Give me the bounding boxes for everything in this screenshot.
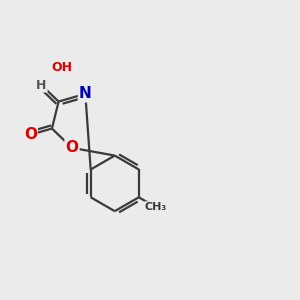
Text: O: O — [24, 127, 37, 142]
Text: H: H — [36, 79, 46, 92]
Text: N: N — [79, 86, 92, 101]
Text: OH: OH — [51, 61, 72, 74]
Text: CH₃: CH₃ — [145, 202, 167, 212]
Text: O: O — [65, 140, 79, 155]
